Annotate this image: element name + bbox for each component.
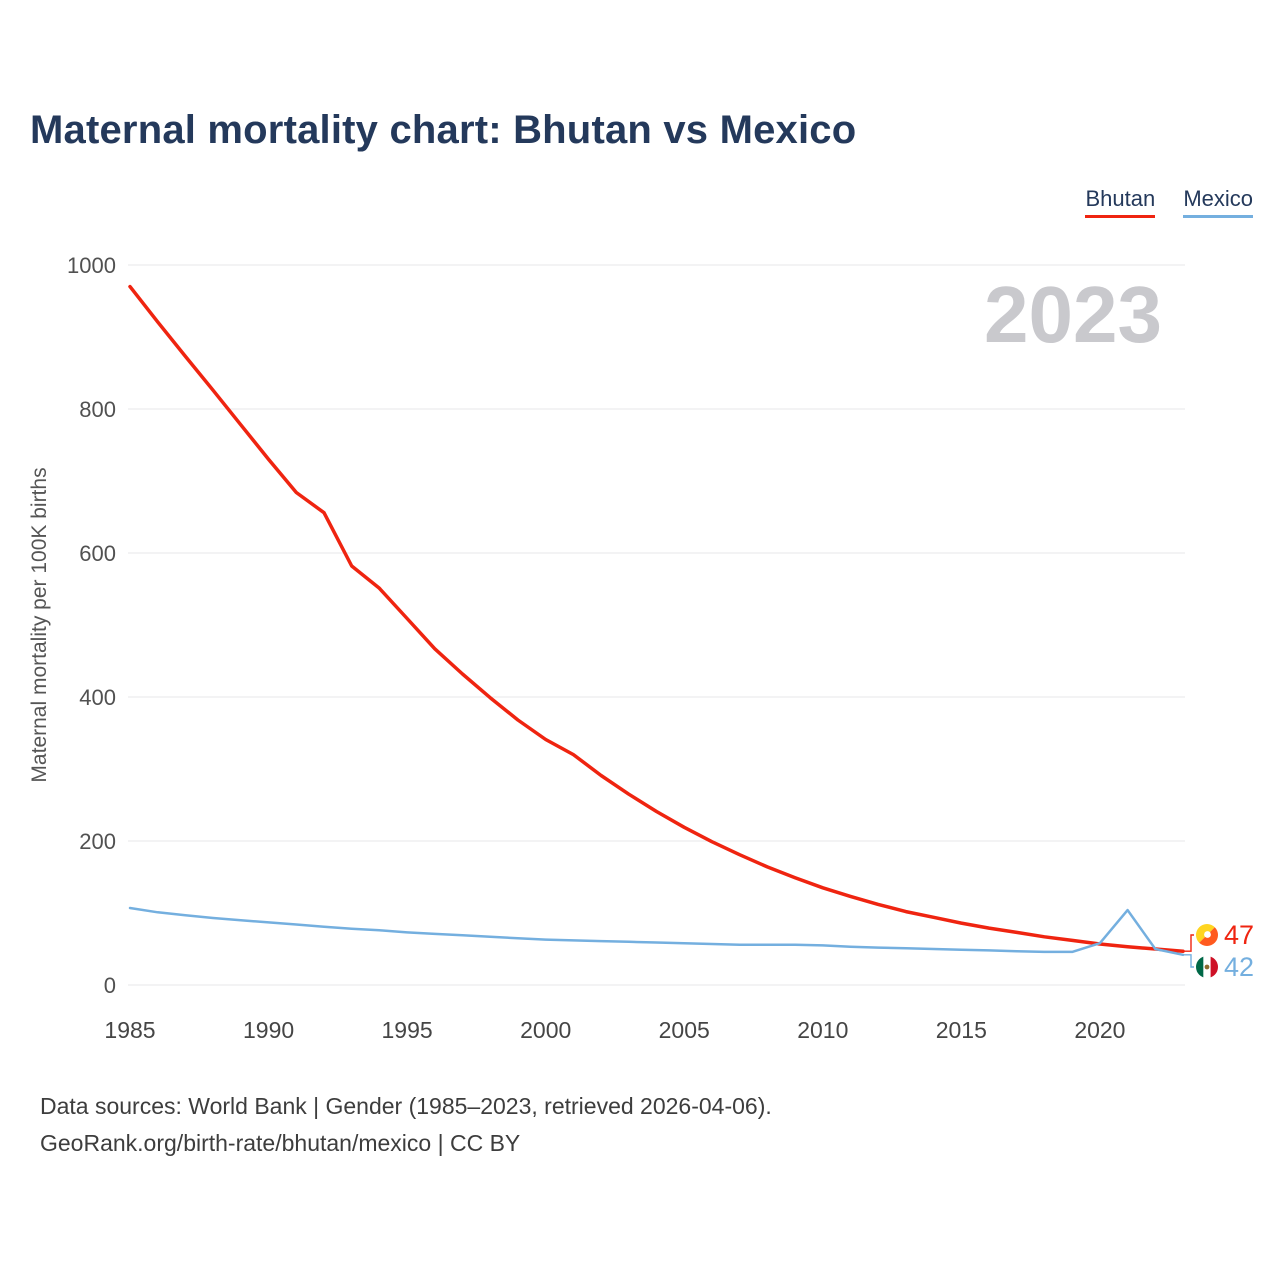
mexico-flag-green-stripe	[1196, 956, 1204, 978]
y-tick-label: 800	[79, 397, 116, 422]
mexico-flag-stripes	[1196, 956, 1218, 978]
mexico-flag-red-stripe	[1210, 956, 1218, 978]
x-tick-label: 2010	[797, 1017, 848, 1043]
mexico-flag-emblem	[1204, 964, 1210, 970]
mexico-flag-icon	[1196, 956, 1218, 978]
bhutan-flag-dragon	[1204, 931, 1211, 938]
end-connector-bhutan	[1183, 934, 1194, 952]
footer-sources: Data sources: World Bank | Gender (1985–…	[40, 1093, 772, 1119]
legend-item-mexico[interactable]: Mexico	[1183, 186, 1253, 218]
footer: Data sources: World Bank | Gender (1985–…	[40, 1088, 772, 1162]
bhutan-flag-icon	[1195, 923, 1219, 947]
x-tick-label: 1995	[382, 1017, 433, 1043]
series-line-bhutan	[128, 284, 1185, 953]
y-tick-label: 400	[79, 685, 116, 710]
x-tick-label: 2020	[1074, 1017, 1125, 1043]
end-value-label-bhutan: 47	[1224, 920, 1254, 950]
end-value-label-mexico: 42	[1224, 952, 1254, 982]
legend-item-bhutan[interactable]: Bhutan	[1085, 186, 1156, 218]
y-axis-title: Maternal mortality per 100K births	[28, 467, 51, 782]
y-tick-label: 1000	[67, 253, 116, 278]
x-tick-label: 2005	[659, 1017, 710, 1043]
end-connector-mexico	[1183, 954, 1194, 968]
watermark-year: 2023	[984, 270, 1162, 359]
y-tick-label: 0	[104, 973, 116, 998]
x-tick-label: 1985	[104, 1017, 155, 1043]
y-tick-label: 600	[79, 541, 116, 566]
chart-title: Maternal mortality chart: Bhutan vs Mexi…	[30, 108, 857, 152]
line-chart: 0 200 400 600 800 1000 1985 1990 1995 2000 2005 201…	[28, 253, 1254, 1043]
footer-attribution: GeoRank.org/birth-rate/bhutan/mexico | C…	[40, 1130, 521, 1156]
legend: Bhutan Mexico	[1063, 186, 1253, 218]
y-tick-label: 200	[79, 829, 116, 854]
x-tick-label: 2015	[936, 1017, 987, 1043]
series-line-mexico	[128, 906, 1185, 957]
x-tick-label: 1990	[243, 1017, 294, 1043]
x-tick-label: 2000	[520, 1017, 571, 1043]
